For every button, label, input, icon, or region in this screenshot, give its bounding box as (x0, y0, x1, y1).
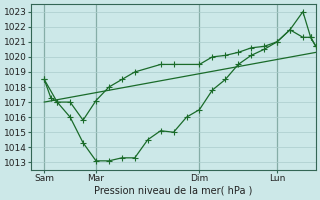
X-axis label: Pression niveau de la mer( hPa ): Pression niveau de la mer( hPa ) (94, 186, 253, 196)
